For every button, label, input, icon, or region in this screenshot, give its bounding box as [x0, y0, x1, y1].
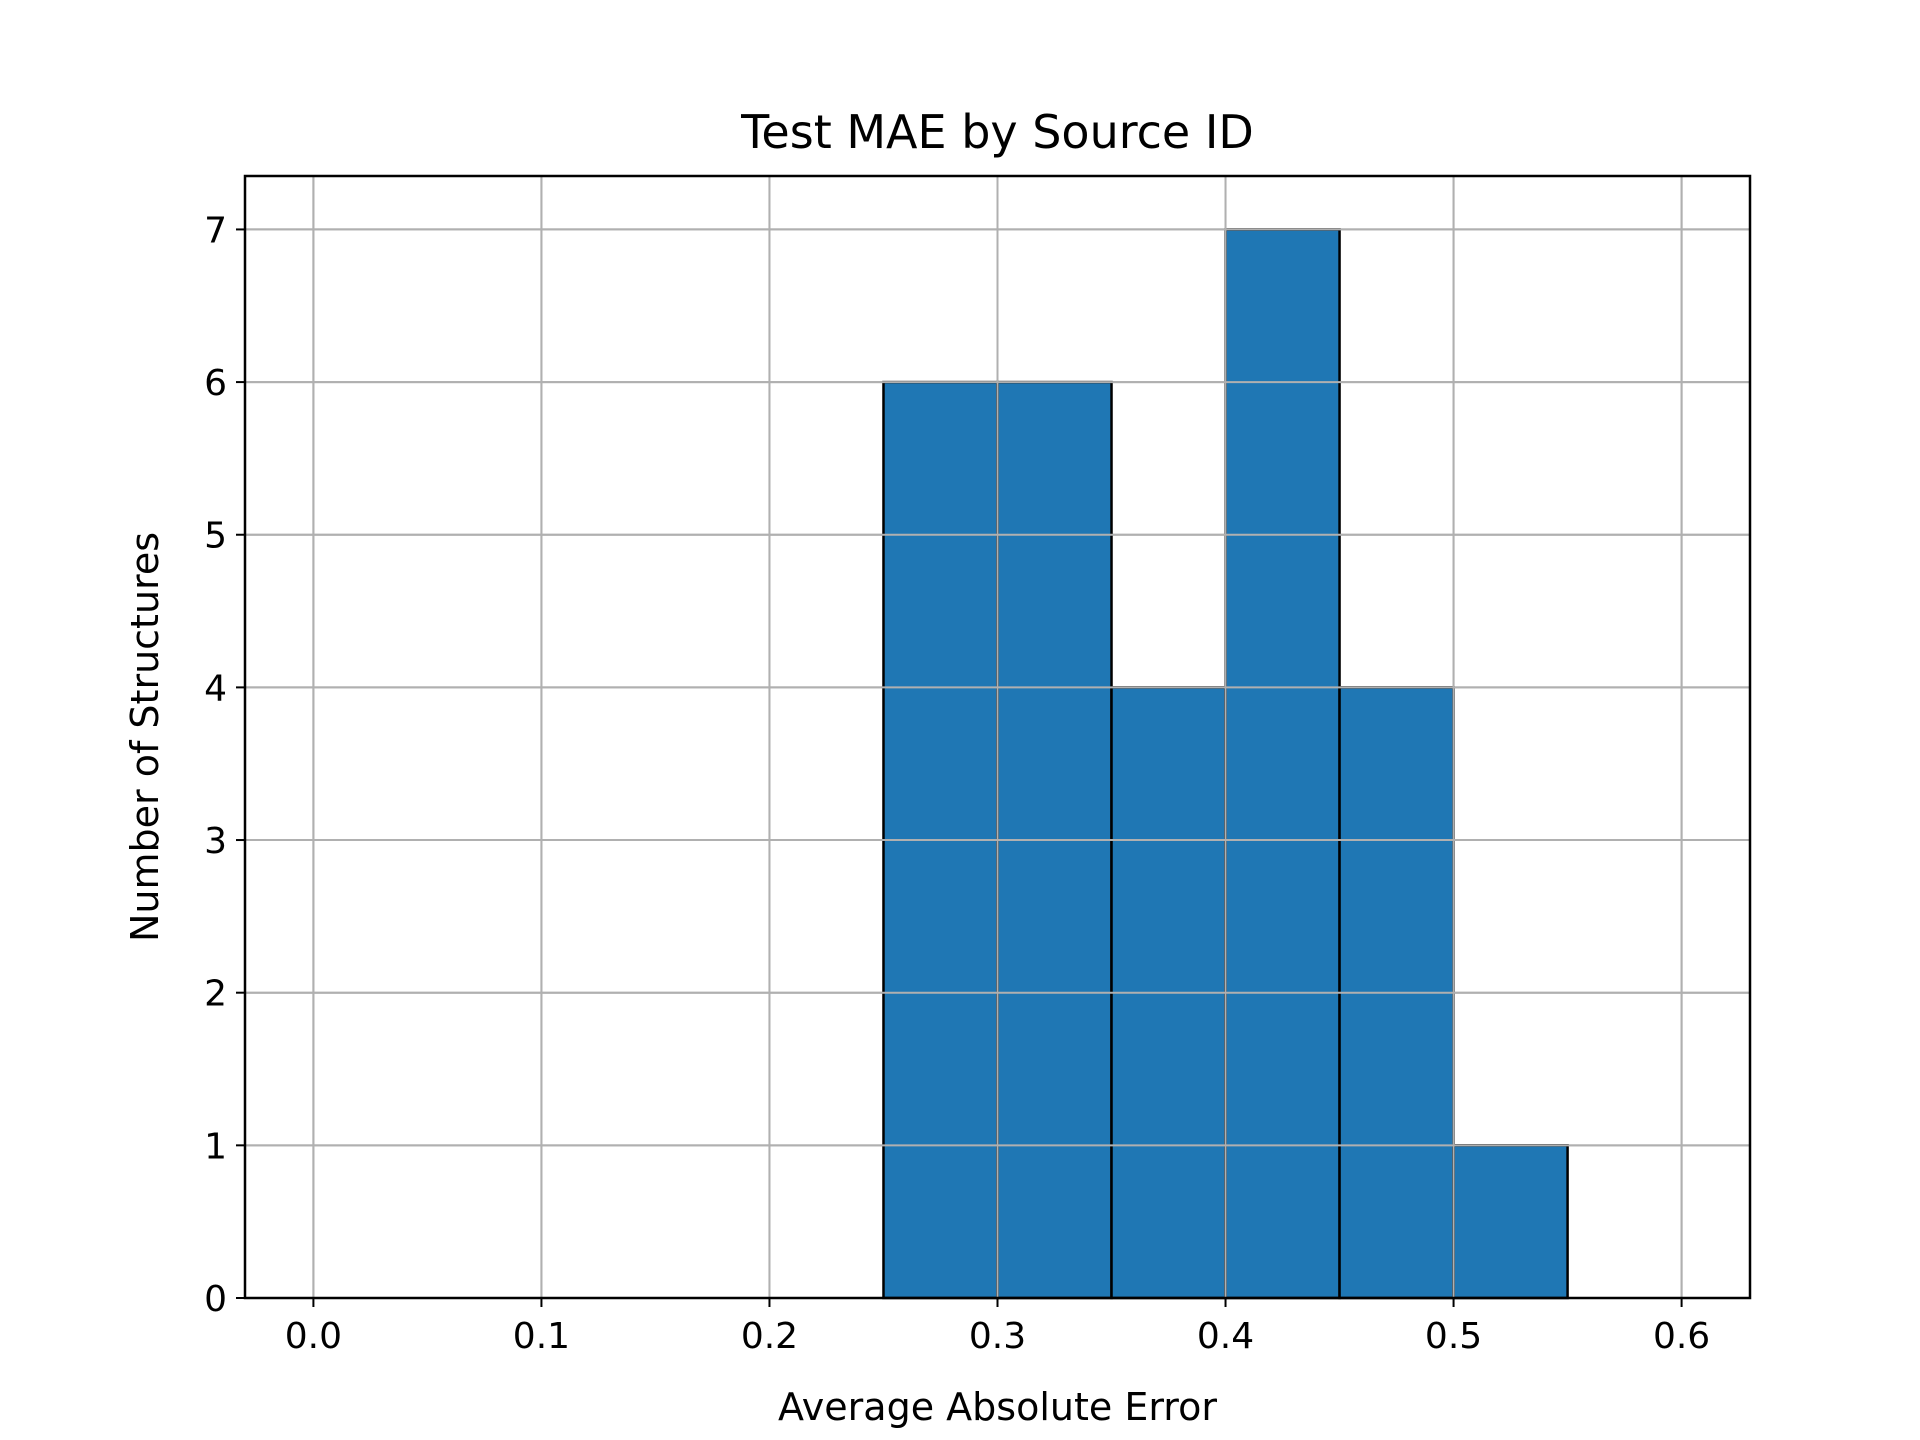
x-tick-label: 0.1 [513, 1316, 570, 1357]
y-tick-label: 2 [204, 974, 227, 1015]
y-tick-label: 6 [204, 363, 227, 404]
x-tick-label: 0.5 [1425, 1316, 1482, 1357]
y-tick-label: 3 [204, 821, 227, 862]
y-tick-label: 1 [204, 1126, 227, 1167]
y-tick-label: 7 [204, 210, 227, 251]
x-tick-label: 0.2 [741, 1316, 798, 1357]
x-tick-label: 0.3 [969, 1316, 1026, 1357]
histogram-bar [1224, 228, 1341, 1300]
chart-title: Test MAE by Source ID [740, 105, 1254, 159]
y-axis-ticks: 0 1 2 3 4 5 6 7 [204, 210, 245, 1320]
y-tick-label: 0 [204, 1279, 227, 1320]
grid-lines-overlay [245, 176, 1750, 1299]
y-tick-label: 4 [204, 668, 227, 709]
y-axis-label: Number of Structures [123, 532, 167, 942]
histogram-bar [1452, 1144, 1569, 1300]
x-tick-label: 0.0 [285, 1316, 342, 1357]
x-tick-label: 0.4 [1197, 1316, 1254, 1357]
x-axis-label: Average Absolute Error [778, 1385, 1217, 1429]
x-axis-ticks: 0.0 0.1 0.2 0.3 0.4 0.5 0.6 [285, 1298, 1710, 1357]
y-tick-label: 5 [204, 516, 227, 557]
x-tick-label: 0.6 [1653, 1316, 1710, 1357]
